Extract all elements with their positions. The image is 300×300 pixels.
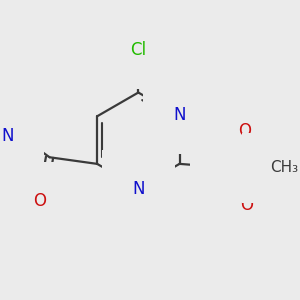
Text: CH₃: CH₃ [270,160,298,175]
Text: Cl: Cl [130,40,146,58]
Text: S: S [225,158,237,177]
Text: N: N [2,127,14,145]
Text: N: N [132,180,145,198]
Text: O: O [240,196,254,214]
Text: H: H [2,112,14,130]
Text: O: O [238,122,251,140]
Text: O: O [33,192,46,210]
Text: N: N [173,106,186,124]
